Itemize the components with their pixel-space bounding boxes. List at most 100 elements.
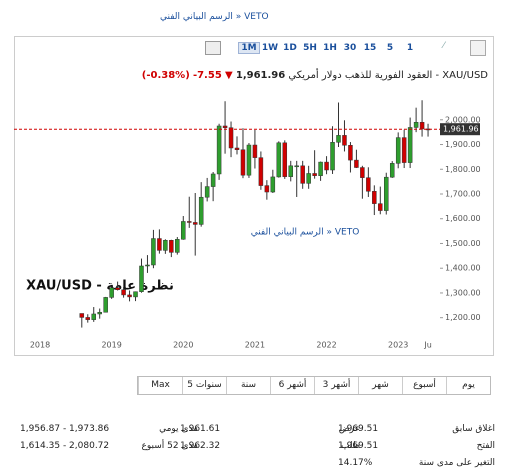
range-button[interactable]: 6 أشهر [270,377,314,394]
range-button[interactable]: شهر [358,377,402,394]
stat-label: مدى يومي [159,424,198,434]
price-tag-bg [440,123,480,136]
x-tick-label: 2018 [30,341,50,350]
x-tick-label: 2019 [101,341,121,350]
range-bar: يوم أسبوع شهر 3 أشهر 6 أشهر سنة 5 سنوات Max [137,376,491,395]
candle-body [407,127,413,163]
range-button[interactable]: Max [138,377,182,394]
period-button[interactable]: 5 [386,43,394,53]
range-button[interactable]: 3 أشهر [314,377,358,394]
period-button[interactable]: 5H [303,43,317,53]
range-button[interactable]: أسبوع [402,377,446,394]
price-tag: 1,961.96 [443,125,479,134]
stat-value: 1,961.61 [180,424,221,434]
stat-label: الفتح [476,441,495,451]
stat-label: عرض [338,424,360,434]
quote-line: (-0.38%) -7.55 ▼ 1,961.96 العقود الفورية… [142,70,488,81]
period-button[interactable]: 1H [323,43,337,53]
candle-body [157,238,162,251]
period-button[interactable]: 30 [343,43,357,53]
stat-value: 1,956.87 - 1,973.86 [20,424,110,434]
stat-label: طلب [341,441,360,451]
stat-value: 1,614.35 - 2,080.72 [20,441,110,451]
range-button[interactable]: سنة [226,377,270,394]
period-button[interactable]: 15 [363,43,377,53]
watermark: الرسم البياني الفني » VETO [251,228,360,238]
overview-title: XAU/USD - نظرة عامة [26,279,174,294]
candle-body [252,144,258,158]
candle-body [187,221,192,223]
candle-body [306,173,311,184]
candle-body [139,265,144,292]
candle-body [192,222,198,225]
candle-body [109,287,114,298]
candle-body [342,135,347,146]
candle-body [330,142,335,171]
period-button[interactable]: 1W [261,43,279,53]
candle-body [103,297,108,313]
candle-body [270,176,276,193]
candle-body [312,173,317,176]
candle-body [204,186,210,198]
y-tick-label: 1,900.00 [445,140,481,149]
candle-body [294,165,299,168]
candle-icon[interactable] [470,40,486,56]
candle-body [348,145,353,161]
candle-body [276,142,282,178]
y-tick-label: 1,200.00 [445,313,481,322]
candle-body [175,239,180,253]
y-tick-label: 1,700.00 [445,190,481,199]
stat-value: 1,969.51 [338,424,379,434]
y-tick-label: 1,600.00 [445,214,481,223]
x-tick-label: 2022 [316,341,336,350]
instrument-name: العقود الفورية للذهب دولار أمريكي - XAU/… [288,70,488,81]
stat-label: التغير على مدى سنة [418,458,495,468]
breadcrumb-link[interactable]: الرسم البياني الفني » VETO [160,12,269,22]
candle-body [378,203,383,211]
stat-label: اغلاق سابق [452,424,495,434]
y-tick-label: 1,300.00 [445,288,481,297]
candle-body [169,240,174,253]
candle-body [336,135,341,143]
candle-body [372,191,377,204]
candle-body [85,317,91,320]
candle-body [79,313,85,318]
candle-body [198,196,204,225]
candle-body [163,240,168,251]
candle-body [366,177,371,192]
candle-body [288,165,293,177]
candle-body [300,165,305,184]
candle-body [216,125,222,175]
candle-body [234,147,240,150]
y-tick-label: 1,800.00 [445,165,481,174]
period-button[interactable]: 1M [238,42,260,54]
candle-body [97,311,102,315]
candle-body [181,221,186,240]
candle-body [360,167,365,178]
period-bar: 1M 1W 1D 5H 1H 30 15 5 1 [238,42,420,54]
period-button[interactable]: 1 [406,43,414,53]
price: 1,961.96 [235,70,286,81]
down-arrow: ▼ [224,70,233,81]
change-pct: (-0.38%) [141,70,190,81]
x-tick-label: 2020 [173,341,193,350]
candle-body [240,149,246,176]
range-button[interactable]: 5 سنوات [182,377,226,394]
period-button[interactable]: 1D [283,43,297,53]
candle-body [151,238,156,266]
stat-label: مدى 52 أسبوع [141,441,198,451]
stat-value: 1,969.51 [338,441,379,451]
candle-body [115,287,120,290]
candle-body [395,137,401,164]
chart-widget [14,36,494,356]
menu-icon[interactable] [205,41,221,55]
y-tick-label: 2,000.00 [445,115,481,124]
candle-body [91,313,96,320]
candle-body [246,144,252,176]
range-button[interactable]: يوم [446,377,490,394]
line-chart-icon[interactable]: ⁄ [443,41,445,51]
candle-body [121,289,126,296]
y-tick-label: 1,500.00 [445,239,481,248]
candle-body [228,127,234,149]
candle-body [354,159,359,168]
